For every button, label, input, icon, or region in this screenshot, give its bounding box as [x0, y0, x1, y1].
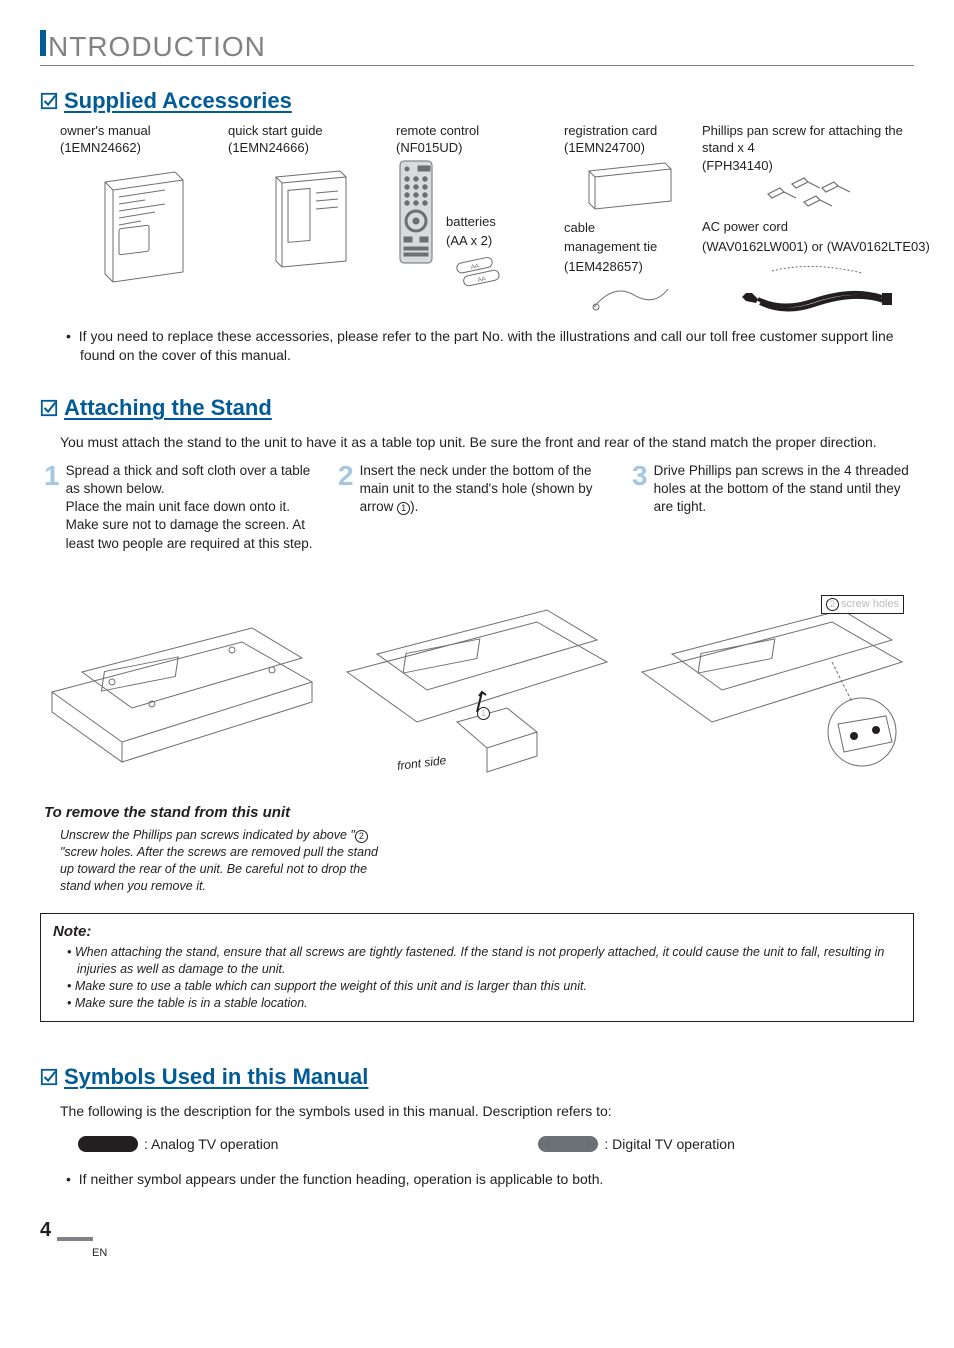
accessory-part: (WAV0162LW001) or (WAV0162LTE03)	[702, 238, 932, 256]
accessory-label-line2: management tie	[564, 238, 694, 256]
accessory-batteries: batteries (AA x 2) AA AA	[446, 213, 506, 292]
circled-1-icon: 1	[397, 502, 410, 515]
accessory-screws: Phillips pan screw for attaching the sta…	[702, 122, 932, 318]
accessory-part: (1EMN24666)	[228, 139, 388, 157]
symbols-row: : Analog TV operation : Digital TV opera…	[40, 1135, 914, 1154]
analog-pill-icon	[78, 1136, 138, 1152]
diagram-1	[40, 567, 323, 797]
symbols-desc: The following is the description for the…	[40, 1098, 914, 1135]
step-2: 2 Insert the neck under the bottom of th…	[338, 462, 616, 553]
step-number: 3	[632, 462, 648, 490]
accessory-label: batteries	[446, 213, 506, 231]
accessory-part: (1EMN24662)	[60, 139, 220, 157]
accessory-label: registration card	[564, 122, 694, 140]
section-heading: Supplied Accessories	[64, 86, 292, 116]
accessory-part: (1EM428657)	[564, 258, 694, 276]
batteries-icon: AA AA	[446, 252, 506, 292]
step-text: Insert the neck under the bottom of the …	[360, 462, 616, 517]
checkbox-icon	[40, 1068, 58, 1086]
accessory-part: (NF015UD)	[396, 139, 556, 157]
symbols-both-note: If neither symbol appears under the func…	[40, 1170, 914, 1189]
screw-holes-text: screw holes	[841, 597, 899, 612]
page-number: 4	[40, 1217, 51, 1244]
diagram-3: 2 screw holes	[631, 567, 914, 797]
step2-text-a: Insert the neck under the bottom of the …	[360, 463, 593, 514]
accessory-quick-start: quick start guide (1EMN24666)	[228, 122, 388, 277]
footnote-text: If you need to replace these accessories…	[80, 327, 914, 365]
footer-lang: EN	[92, 1247, 107, 1259]
attaching-intro: You must attach the stand to the unit to…	[40, 429, 914, 462]
note-item: Make sure the table is in a stable locat…	[67, 995, 901, 1012]
digital-label: : Digital TV operation	[604, 1135, 734, 1154]
note-box: Note: When attaching the stand, ensure t…	[40, 913, 914, 1023]
accessory-owners-manual: owner's manual (1EMN24662)	[60, 122, 220, 287]
accessory-remote: remote control (NF015UD)	[396, 122, 556, 292]
remove-stand-title: To remove the stand from this unit	[44, 803, 914, 823]
note-item: When attaching the stand, ensure that al…	[67, 944, 901, 978]
circled-1-marker: 1	[477, 707, 490, 720]
remove-body-b: "screw holes. After the screws are remov…	[60, 845, 378, 893]
step2-text-b: ).	[410, 499, 418, 514]
digital-pill-icon	[538, 1136, 598, 1152]
accessory-cable-tie: cable management tie (1EM428657)	[564, 219, 694, 318]
step-number: 2	[338, 462, 354, 490]
supplied-footnote: If you need to replace these accessories…	[40, 317, 914, 365]
page-footer: 4	[40, 1217, 914, 1244]
checkbox-icon	[40, 399, 58, 417]
section-heading: Attaching the Stand	[64, 393, 272, 423]
screw-holes-label: 2 screw holes	[821, 595, 904, 614]
accessory-label: quick start guide	[228, 122, 388, 140]
accessory-part: (1EMN24700)	[564, 139, 694, 157]
step-1: 1 Spread a thick and soft cloth over a t…	[44, 462, 322, 553]
cable-tie-icon	[564, 277, 694, 317]
accessory-label: owner's manual	[60, 122, 220, 140]
footer-bar	[57, 1237, 93, 1241]
accessory-label: Phillips pan screw for attaching the sta…	[702, 122, 932, 157]
quick-start-icon	[228, 157, 388, 277]
step-text: Drive Phillips pan screws in the 4 threa…	[654, 462, 910, 517]
power-cord-icon	[702, 257, 932, 317]
analog-label: : Analog TV operation	[144, 1135, 278, 1154]
accessory-label: remote control	[396, 122, 556, 140]
circled-2-icon: 2	[355, 830, 368, 843]
section-title-supplied: Supplied Accessories	[40, 86, 914, 116]
chapter-accent-bar	[40, 30, 46, 56]
diagram-row: 1 front side 2 screw holes	[40, 567, 914, 797]
chapter-title: NTRODUCTION	[48, 33, 266, 61]
section-title-attaching: Attaching the Stand	[40, 393, 914, 423]
step-text: Spread a thick and soft cloth over a tab…	[66, 462, 322, 553]
accessory-registration: registration card (1EMN24700) cable mana…	[564, 122, 694, 318]
remove-body-a: Unscrew the Phillips pan screws indicate…	[60, 828, 355, 842]
registration-card-icon	[564, 157, 694, 213]
step-3: 3 Drive Phillips pan screws in the 4 thr…	[632, 462, 910, 553]
diagram-2: 1 front side	[335, 567, 618, 797]
accessory-part: (AA x 2)	[446, 232, 506, 250]
analog-symbol: : Analog TV operation	[78, 1135, 278, 1154]
note-item: Make sure to use a table which can suppo…	[67, 978, 901, 995]
section-title-symbols: Symbols Used in this Manual	[40, 1062, 914, 1092]
circled-2-icon: 2	[826, 598, 839, 611]
checkbox-icon	[40, 92, 58, 110]
screws-icon	[702, 174, 932, 214]
accessory-power-cord: AC power cord (WAV0162LW001) or (WAV0162…	[702, 218, 932, 317]
section-heading: Symbols Used in this Manual	[64, 1062, 368, 1092]
accessories-grid: owner's manual (1EMN24662) quick start g…	[40, 122, 914, 318]
step-number: 1	[44, 462, 60, 490]
note-list: When attaching the stand, ensure that al…	[53, 944, 901, 1012]
remove-stand-section: To remove the stand from this unit Unscr…	[40, 803, 914, 895]
remote-icon	[396, 157, 436, 267]
owners-manual-icon	[60, 157, 220, 287]
note-title: Note:	[53, 922, 901, 942]
steps-row: 1 Spread a thick and soft cloth over a t…	[40, 462, 914, 553]
digital-symbol: : Digital TV operation	[538, 1135, 734, 1154]
accessory-label: AC power cord	[702, 218, 932, 236]
accessory-part: (FPH34140)	[702, 157, 932, 175]
remove-stand-body: Unscrew the Phillips pan screws indicate…	[44, 827, 394, 895]
accessory-label: cable	[564, 219, 694, 237]
chapter-header: NTRODUCTION	[40, 30, 914, 66]
